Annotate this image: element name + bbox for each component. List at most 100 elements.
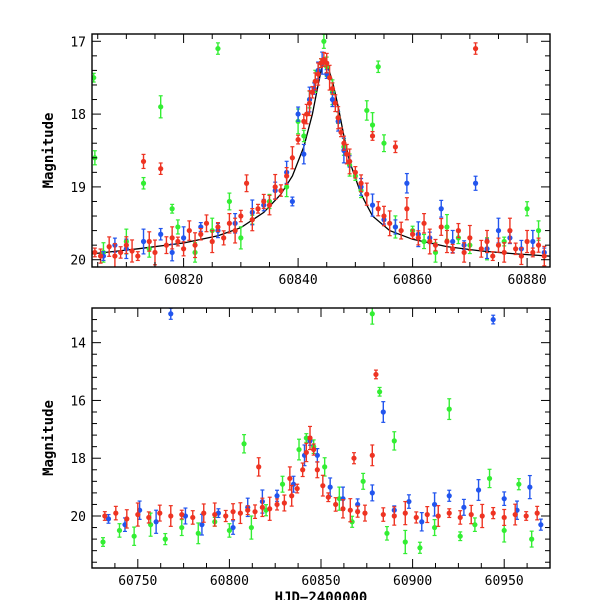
data-point-blue [446,493,452,499]
data-point-red [369,133,376,139]
data-point-red [380,511,386,518]
data-point-green [179,524,185,531]
data-point-red [168,513,174,519]
y-tick-label: 19 [70,181,86,196]
data-point-red [152,249,158,256]
ticks [91,307,551,568]
data-point-red [192,242,198,248]
data-point-red [352,169,358,175]
data-point-blue [406,498,412,505]
data-point-red [272,184,278,190]
data-point-red [490,510,496,516]
data-point-green [369,122,376,128]
data-point-blue [153,519,159,525]
data-point-red [340,506,346,512]
data-point-blue [490,316,496,323]
data-point-red [175,238,181,245]
data-point-blue [501,496,507,502]
data-point-blue [369,202,376,208]
data-point-red [495,242,502,248]
x-tick-label: 60820 [164,273,203,288]
data-point-red [169,235,175,241]
data-point-green [377,389,383,395]
data-point-red [209,238,215,245]
data-point-red [198,231,204,237]
y-tick-label: 18 [70,452,86,467]
data-point-green [375,64,381,70]
y-tick-label: 14 [70,337,86,352]
data-point-red [524,238,530,245]
data-point-red [135,511,141,518]
data-point-red [413,514,419,521]
ticks [92,34,550,267]
data-point-red [424,511,430,518]
x-tick-label: 60950 [485,574,524,589]
data-point-blue [230,524,236,531]
data-point-red [124,516,130,522]
plot-frame [91,307,551,569]
x-tick-label: 60860 [393,273,432,288]
y-tick-label: 20 [70,510,86,525]
data-point-green [301,133,307,139]
data-point-red [237,510,243,516]
data-point-green [529,536,535,542]
data-point-green [472,522,478,528]
series-green [92,34,542,263]
data-point-red [92,249,98,256]
data-point-red [255,206,261,212]
top-panel: 60820 60840 60860 60880 17 18 19 20 Magnitude [41,33,551,288]
data-point-green [524,206,530,212]
data-point-green [226,527,232,534]
series-blue [105,308,544,536]
data-point-red [321,56,327,63]
data-point-green [322,464,328,470]
data-point-red [179,511,185,518]
data-point-red [245,507,251,513]
data-point-red [344,151,350,157]
data-point-red [501,514,507,521]
y-axis-label: Magnitude [41,113,57,189]
data-point-blue [369,490,375,496]
data-point-red [375,206,381,212]
data-point-red [324,60,330,66]
data-point-red [455,227,461,234]
data-point-red [530,249,536,256]
y-tick-label: 20 [70,254,86,269]
data-point-green [169,206,175,212]
data-point-green [226,198,232,205]
data-point-blue [289,198,295,205]
model-curve [92,62,550,257]
data-point-red [186,227,192,234]
data-point-red [332,100,338,106]
y-tick-label: 16 [70,394,86,409]
data-point-red [300,467,306,473]
data-point-red [97,253,104,259]
data-point-red [362,510,368,516]
data-point-red [457,514,463,521]
data-point-blue [169,249,175,256]
data-point-red [146,238,152,245]
x-tick-label: 60800 [210,574,249,589]
x-tick-label: 60840 [279,273,318,288]
data-point-green [391,438,397,444]
data-point-red [518,253,524,259]
data-point-blue [461,504,467,510]
data-point-green [116,527,123,534]
data-point-red [221,235,227,241]
data-point-blue [475,487,482,493]
data-point-green [241,441,247,447]
data-point-red [404,206,410,212]
data-point-green [303,435,309,441]
data-point-red [278,187,284,194]
data-point-red [266,202,273,208]
data-point-red [301,118,307,124]
data-point-red [303,449,309,456]
data-point-blue [274,493,280,499]
data-point-green [279,481,286,487]
data-point-red [479,513,485,519]
data-point-red [287,475,293,482]
data-point-red [212,511,218,518]
data-point-green [238,235,244,241]
data-point-red [318,60,324,66]
data-point-blue [527,484,533,490]
